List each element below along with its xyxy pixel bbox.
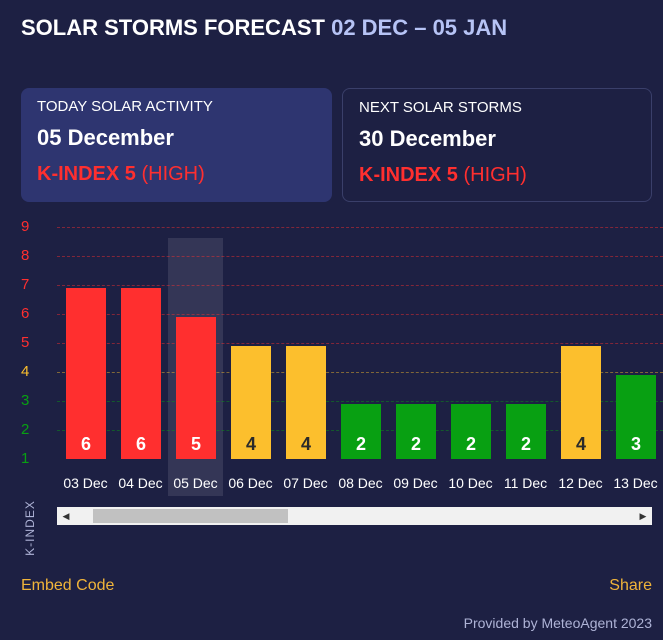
y-tick-label: 8 [21,247,30,264]
x-tick-label: 07 Dec [283,475,328,491]
x-tick-label: 12 Dec [558,475,603,491]
today-card-label: TODAY SOLAR ACTIVITY [37,98,213,115]
bar-07-dec[interactable]: 4 [286,346,326,459]
bar-06-dec[interactable]: 4 [231,346,271,459]
bar-04-dec[interactable]: 6 [121,288,161,459]
y-tick-label: 6 [21,305,30,322]
y-tick-label: 2 [21,421,30,438]
y-tick-label: 7 [21,276,30,293]
bar-value-label: 6 [80,434,91,454]
chart-scrollbar[interactable]: ◀ ▶ [57,507,652,525]
bar-value-label: 4 [245,434,256,454]
today-kindex-value: K-INDEX 5 [37,163,136,185]
next-card-label: NEXT SOLAR STORMS [359,99,522,116]
bar-value-label: 2 [410,434,421,454]
bar-value-label: 6 [135,434,146,454]
x-tick-label: 06 Dec [228,475,273,491]
share-link[interactable]: Share [609,577,652,594]
gridline [57,343,663,344]
x-tick-label: 04 Dec [118,475,163,491]
bar-12-dec[interactable]: 4 [561,346,601,459]
bar-08-dec[interactable]: 2 [341,404,381,459]
scrollbar-thumb[interactable] [93,509,288,523]
today-kindex-level: (HIGH) [141,163,205,185]
page-title: SOLAR STORMS FORECAST 02 DEC – 05 JAN [21,15,507,41]
y-tick-label: 5 [21,334,30,351]
bar-13-dec[interactable]: 3 [616,375,656,459]
x-tick-label: 10 Dec [448,475,493,491]
x-tick-label: 13 Dec [613,475,658,491]
y-tick-label: 4 [21,363,30,380]
next-storms-card: NEXT SOLAR STORMS 30 December K-INDEX 5 … [342,88,652,202]
today-card-date: 05 December [37,125,174,150]
bar-value-label: 4 [300,434,311,454]
provided-by-credit: Provided by MeteoAgent 2023 [463,615,652,631]
bar-09-dec[interactable]: 2 [396,404,436,459]
bar-03-dec[interactable]: 6 [66,288,106,459]
bar-11-dec[interactable]: 2 [506,404,546,459]
embed-code-link[interactable]: Embed Code [21,577,115,594]
x-tick-label: 08 Dec [338,475,383,491]
bar-value-label: 2 [355,434,366,454]
title-main: SOLAR STORMS FORECAST [21,15,325,40]
next-card-date: 30 December [359,126,496,151]
x-tick-label: 11 Dec [503,475,548,491]
today-card-kindex: K-INDEX 5 (HIGH) [37,163,332,186]
gridline [57,285,663,286]
arrow-left-icon[interactable]: ◀ [62,511,70,521]
gridline [57,314,663,315]
x-tick-label: 03 Dec [63,475,108,491]
bar-value-label: 2 [520,434,531,454]
bar-05-dec[interactable]: 5 [176,317,216,459]
y-axis-label: K-INDEX [22,500,37,556]
y-axis-title: K-INDEX [12,500,40,556]
today-activity-card: TODAY SOLAR ACTIVITY 05 December K-INDEX… [21,88,332,202]
gridline [57,256,663,257]
bar-value-label: 4 [575,434,586,454]
y-tick-label: 3 [21,392,30,409]
next-kindex-value: K-INDEX 5 [359,164,458,186]
next-card-kindex: K-INDEX 5 (HIGH) [359,164,651,187]
x-tick-label: 09 Dec [393,475,438,491]
x-tick-label: 05 Dec [173,475,218,491]
title-date-range: 02 DEC – 05 JAN [331,15,508,40]
y-tick-label: 9 [21,218,30,235]
bar-value-label: 3 [630,434,641,454]
arrow-right-icon[interactable]: ▶ [639,511,647,521]
gridline [57,372,663,373]
bar-10-dec[interactable]: 2 [451,404,491,459]
next-kindex-level: (HIGH) [463,164,527,186]
y-tick-label: 1 [21,450,30,467]
bar-value-label: 2 [465,434,476,454]
gridline [57,401,663,402]
bar-value-label: 5 [190,434,201,454]
gridline [57,227,663,228]
